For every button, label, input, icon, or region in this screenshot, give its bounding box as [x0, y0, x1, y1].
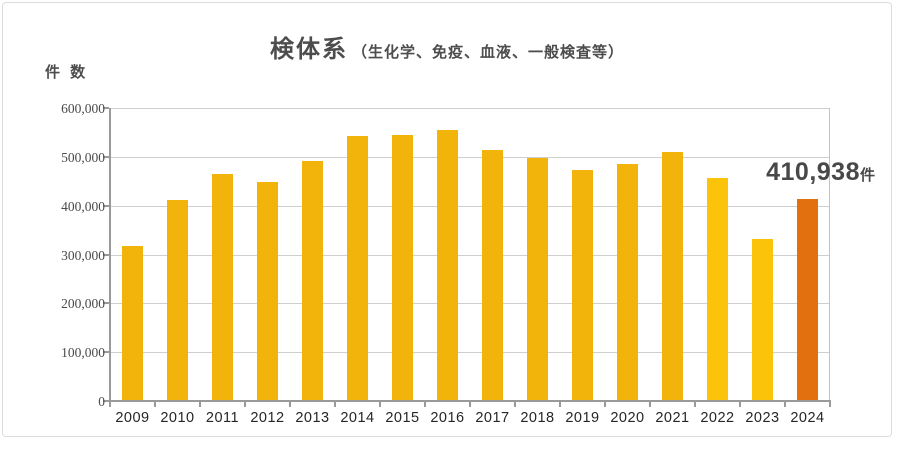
x-tick-label-2014: 2014 — [340, 410, 375, 426]
x-axis-tick — [784, 402, 786, 407]
x-axis-tick — [829, 402, 831, 407]
x-axis-tick — [649, 402, 651, 407]
x-axis-tick — [694, 402, 696, 407]
x-tick-label-2023: 2023 — [745, 410, 780, 426]
x-axis-tick — [469, 402, 471, 407]
x-tick-label-2015: 2015 — [385, 410, 420, 426]
x-axis-tick — [604, 402, 606, 407]
y-axis-tick — [103, 351, 109, 354]
x-axis-tick — [199, 402, 201, 407]
y-tick-label: 200,000 — [61, 296, 105, 312]
bar-2016 — [437, 130, 458, 400]
x-tick-label-2009: 2009 — [115, 410, 150, 426]
x-tick-label-2011: 2011 — [205, 410, 240, 426]
bar-2009 — [122, 246, 143, 400]
y-tick-label: 500,000 — [61, 149, 105, 165]
bar-2023 — [752, 238, 773, 400]
gridline-100000 — [110, 352, 830, 354]
gridline-400000 — [110, 205, 830, 207]
x-tick-label-2022: 2022 — [700, 410, 735, 426]
x-axis-tick — [379, 402, 381, 407]
bar-2022 — [707, 177, 728, 400]
value-annotation-2024: 410,938件 — [743, 158, 875, 187]
chart-card: 検体系 （生化学、免疫、血液、一般検査等） 件 数 0 100,000 200,000… — [2, 2, 892, 437]
y-tick-label: 400,000 — [61, 198, 105, 214]
y-tick-label: 600,000 — [61, 101, 105, 116]
x-tick-label-2021: 2021 — [655, 410, 690, 426]
x-tick-label-2020: 2020 — [610, 410, 645, 426]
y-tick-label: 100,000 — [61, 345, 105, 361]
bar-2018 — [527, 158, 548, 400]
x-axis — [109, 400, 831, 402]
bar-2017 — [482, 149, 503, 400]
gridline-200000 — [110, 303, 830, 305]
gridline-600000 — [110, 108, 830, 109]
y-axis-tick — [103, 155, 109, 158]
chart-title-main: 検体系 — [269, 36, 348, 63]
x-tick-label-2024: 2024 — [790, 410, 825, 426]
bar-2019 — [572, 169, 593, 400]
annotation-unit: 件 — [859, 167, 875, 184]
y-axis — [109, 108, 111, 403]
y-axis-tick — [103, 204, 109, 207]
x-axis-tick — [424, 402, 426, 407]
bar-2021 — [662, 151, 683, 400]
y-axis-tick — [103, 253, 109, 256]
gridline-500000 — [110, 156, 830, 158]
annotation-value: 410,938 — [766, 158, 860, 186]
plot-area: 0 100,000 200,000 300,000 400,000 500,000 600,… — [61, 102, 831, 426]
x-axis-tick — [739, 402, 741, 407]
x-axis-tick — [154, 402, 156, 407]
y-axis-tick — [103, 302, 109, 305]
y-axis-tick — [103, 400, 109, 402]
x-axis-tick — [244, 402, 246, 407]
x-tick-label-2019: 2019 — [565, 410, 600, 426]
y-axis-label: 件 数 — [45, 64, 89, 81]
x-axis-tick — [514, 402, 516, 407]
bar-2010 — [167, 199, 188, 400]
y-tick-label: 0 — [98, 394, 105, 409]
bar-2015 — [392, 134, 413, 400]
bar-2020 — [617, 164, 638, 400]
bar-2011 — [212, 174, 233, 400]
bar-2013 — [302, 161, 323, 400]
bar-2014 — [347, 136, 368, 400]
x-tick-label-2012: 2012 — [250, 410, 285, 426]
x-tick-label-2017: 2017 — [475, 410, 510, 426]
bar-2012 — [257, 182, 278, 400]
plot-right-border — [829, 108, 830, 401]
x-axis-tick — [289, 402, 291, 407]
y-axis-tick — [103, 107, 109, 109]
bar-2024 — [797, 199, 818, 400]
chart-title-sub: （生化学、免疫、血液、一般検査等） — [351, 44, 624, 61]
x-tick-label-2013: 2013 — [295, 410, 330, 426]
x-axis-tick — [334, 402, 336, 407]
x-tick-label-2016: 2016 — [430, 410, 465, 426]
x-axis-tick — [109, 402, 111, 407]
x-tick-label-2010: 2010 — [160, 410, 195, 426]
x-tick-label-2018: 2018 — [520, 410, 555, 426]
y-tick-label: 300,000 — [61, 247, 105, 263]
gridline-300000 — [110, 254, 830, 256]
chart-title: 検体系 （生化学、免疫、血液、一般検査等） — [3, 29, 891, 64]
x-axis-tick — [559, 402, 561, 407]
